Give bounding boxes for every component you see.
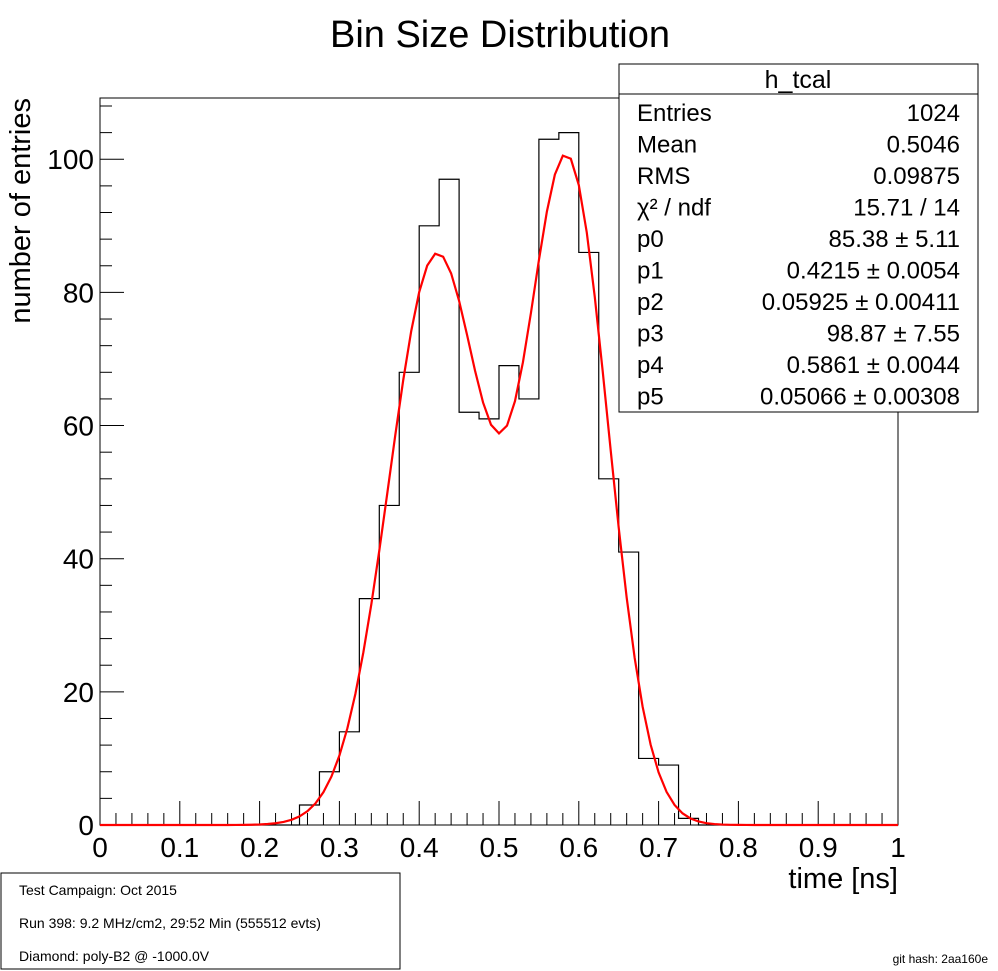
stats-value: 85.38 ± 5.11 — [829, 226, 961, 253]
y-tick-label: 0 — [78, 810, 94, 841]
stats-label: χ² / ndf — [637, 195, 711, 222]
fit-curve — [100, 154, 898, 827]
stats-label: p4 — [637, 352, 664, 379]
axes: 0 0.1 0.2 0.3 0.4 0.5 0.6 0.7 0.8 0.9 1 0 20 40 60 80 10… — [47, 105, 906, 863]
stats-label: Mean — [637, 132, 697, 159]
stats-label: p0 — [637, 226, 664, 253]
y-tick-label: 100 — [47, 144, 94, 175]
x-tick-label: 0.7 — [639, 832, 678, 863]
chart-title: Bin Size Distribution — [330, 14, 670, 56]
x-tick-label: 0 — [92, 832, 108, 863]
stats-value: 0.05066 ± 0.00308 — [760, 384, 960, 411]
stats-label: Entries — [637, 100, 712, 127]
x-tick-label: 0.1 — [160, 832, 199, 863]
y-tick-label: 80 — [63, 277, 94, 308]
y-axis-label: number of entries — [5, 98, 37, 324]
info-line-run: Run 398: 9.2 MHz/cm2, 29:52 Min (555512 … — [19, 915, 321, 931]
stats-label: p1 — [637, 258, 664, 285]
y-tick-label: 40 — [63, 544, 94, 575]
info-line-diamond: Diamond: poly-B2 @ -1000.0V — [19, 948, 210, 964]
x-tick-label: 0.2 — [240, 832, 279, 863]
stats-label: RMS — [637, 163, 690, 190]
stats-box: h_tcal Entries 1024 Mean 0.5046 RMS 0.09875 χ²… — [618, 63, 979, 413]
x-tick-label: 0.6 — [559, 832, 598, 863]
y-tick-label: 60 — [63, 411, 94, 442]
y-tick-label: 20 — [63, 677, 94, 708]
histogram-line — [100, 132, 898, 826]
info-line-campaign: Test Campaign: Oct 2015 — [19, 882, 177, 898]
stats-value: 0.05925 ± 0.00411 — [762, 289, 960, 316]
stats-value: 1024 — [907, 100, 960, 127]
stats-label: p5 — [637, 384, 664, 411]
stats-value: 98.87 ± 7.55 — [827, 321, 960, 348]
x-tick-label: 1 — [890, 832, 906, 863]
stats-value: 0.5046 — [887, 132, 960, 159]
x-tick-label: 0.8 — [719, 832, 758, 863]
stats-value: 0.5861 ± 0.0044 — [787, 352, 960, 379]
x-tick-label: 0.4 — [400, 832, 439, 863]
git-hash: git hash: 2aa160e — [893, 952, 989, 966]
stats-value: 15.71 / 14 — [853, 195, 960, 222]
stats-box-title: h_tcal — [765, 66, 832, 94]
stats-label: p3 — [637, 321, 664, 348]
stats-value: 0.4215 ± 0.0054 — [787, 258, 960, 285]
x-tick-label: 0.9 — [799, 832, 838, 863]
info-box: Test Campaign: Oct 2015 Run 398: 9.2 MHz… — [0, 872, 401, 970]
stats-value: 0.09875 — [873, 163, 960, 190]
x-axis-label: time [ns] — [788, 863, 898, 895]
x-tick-label: 0.5 — [480, 832, 519, 863]
x-tick-label: 0.3 — [320, 832, 359, 863]
stats-label: p2 — [637, 289, 664, 316]
